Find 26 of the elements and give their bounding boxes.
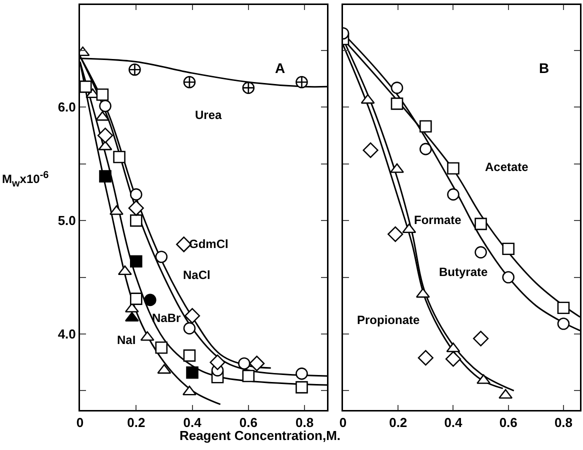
annotation: Urea [195,108,222,122]
annotation: Acetate [485,160,529,174]
x-axis-title: Reagent Concentration,M. [179,428,341,443]
x-tick-label: 0.8 [554,415,573,430]
y-tick-label: 4.0 [58,326,76,342]
annotation: GdmCl [189,237,228,251]
x-tick-label: 0.2 [127,415,146,430]
annotation: NaBr [152,311,182,325]
annotation: NaI [117,333,136,347]
x-tick-label: 0.2 [389,415,408,430]
x-tick-label: 0.6 [499,415,518,430]
y-tick-label: 6.0 [58,100,76,115]
annotation: Formate [414,213,462,227]
y-axis-title: M$_{w}$x10$^{-6}$ [2,170,49,190]
annotation: NaCl [183,268,210,282]
x-tick-label: 0.8 [296,415,314,430]
annotation: Propionate [357,313,420,327]
y-tick-label: 5.0 [58,213,76,228]
annotation: Butyrate [439,265,488,279]
x-tick-label: 0.4 [183,415,202,430]
x-tick-label: 0 [76,415,84,430]
annotation: A [275,60,286,76]
annotation: B [539,60,550,76]
x-tick-label: 0 [339,415,347,430]
x-tick-label: 0.4 [444,415,464,430]
x-tick-label: 0.6 [239,415,258,430]
